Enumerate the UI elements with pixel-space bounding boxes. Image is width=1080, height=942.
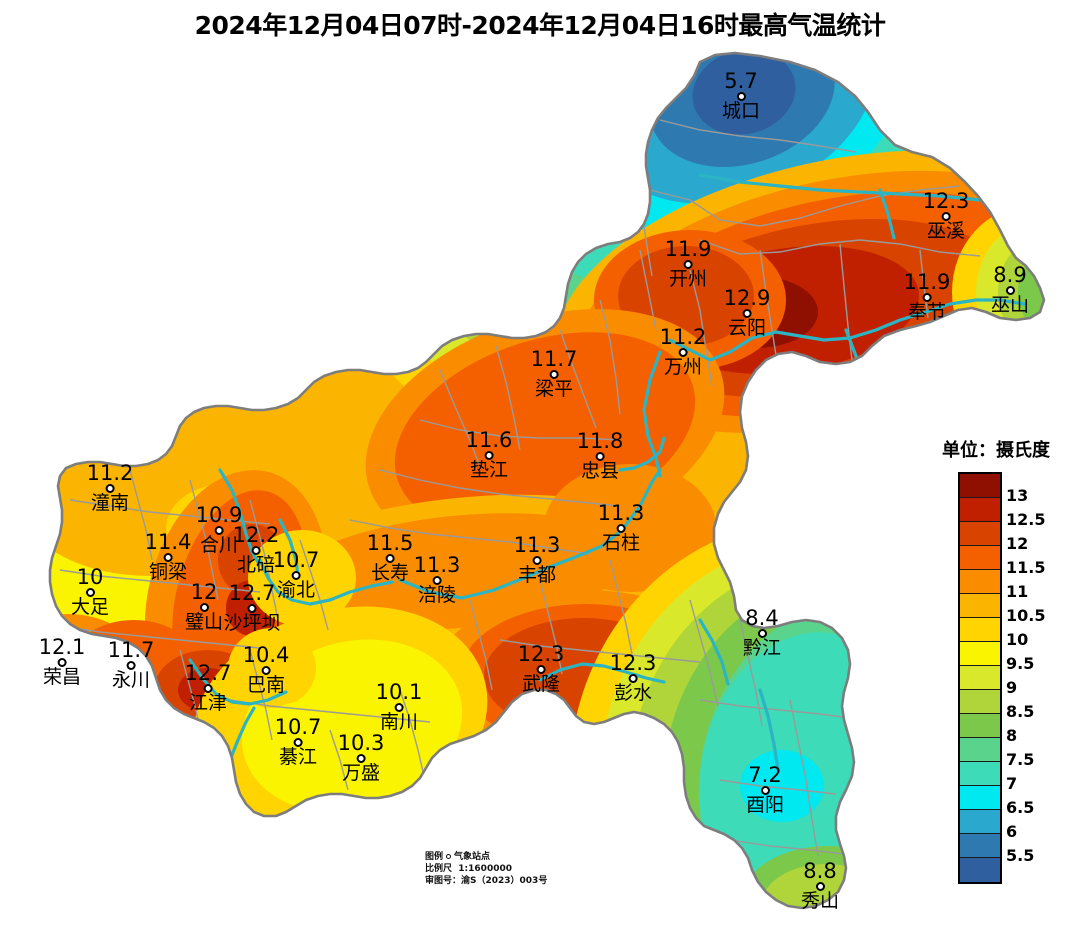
legend-tick: 9.5 bbox=[1006, 654, 1035, 673]
river-network bbox=[188, 173, 1026, 772]
station-symbol-icon bbox=[446, 854, 452, 859]
legend-swatch bbox=[960, 498, 1000, 522]
credit-line-scale: 比例尺 1:1600000 bbox=[425, 863, 547, 875]
legend-tick: 7 bbox=[1006, 774, 1018, 793]
legend-tick: 12 bbox=[1006, 534, 1029, 553]
legend-swatch bbox=[960, 834, 1000, 858]
legend-tick: 10.5 bbox=[1006, 606, 1046, 625]
legend-tick: 11 bbox=[1006, 582, 1029, 601]
legend-swatch bbox=[960, 762, 1000, 786]
legend-swatch bbox=[960, 546, 1000, 570]
legend-swatch bbox=[960, 786, 1000, 810]
credit-scale-value: 1:1600000 bbox=[458, 864, 512, 874]
legend-swatch bbox=[960, 810, 1000, 834]
legend-swatch bbox=[960, 570, 1000, 594]
legend-unit-label: 单位：摄氏度 bbox=[942, 440, 1050, 461]
legend-tick: 5.5 bbox=[1006, 846, 1035, 865]
page-title: 2024年12月04日07时-2024年12月04日16时最高气温统计 bbox=[194, 11, 886, 40]
credit-station-label: 气象站点 bbox=[454, 852, 491, 862]
legend-colorbar bbox=[958, 472, 1002, 884]
legend-tick: 13 bbox=[1006, 486, 1029, 505]
legend-tick: 8 bbox=[1006, 726, 1018, 745]
legend-tick: 8.5 bbox=[1006, 702, 1035, 721]
legend-tick: 11.5 bbox=[1006, 558, 1046, 577]
legend-tick: 6 bbox=[1006, 822, 1018, 841]
county-boundaries bbox=[59, 119, 981, 857]
legend-tick: 12.5 bbox=[1006, 510, 1046, 529]
legend-swatch bbox=[960, 618, 1000, 642]
legend-tick: 6.5 bbox=[1006, 798, 1035, 817]
legend-swatch bbox=[960, 594, 1000, 618]
legend-swatch bbox=[960, 714, 1000, 738]
credit-line-approval: 审图号：渝S（2023）003号 bbox=[425, 876, 548, 886]
credit-legend-label: 图例 bbox=[425, 852, 444, 862]
credit-line-legend: 图例 气象站点 bbox=[425, 851, 547, 863]
legend-swatch bbox=[960, 738, 1000, 762]
legend-tick: 9 bbox=[1006, 678, 1018, 697]
legend-swatch bbox=[960, 522, 1000, 546]
credit-scale-label: 比例尺 bbox=[425, 864, 453, 874]
legend-swatch bbox=[960, 858, 1000, 882]
map-credits: 图例 气象站点 比例尺 1:1600000 审图号：渝S（2023）003号 bbox=[425, 851, 547, 887]
legend-swatch bbox=[960, 666, 1000, 690]
legend-tick: 7.5 bbox=[1006, 750, 1035, 769]
chongqing-outline bbox=[48, 51, 1046, 910]
legend-swatch bbox=[960, 642, 1000, 666]
legend: 单位：摄氏度 13 12.5 12 11.5 11 10.5 10 9.5 9 8.5 8 7.5 7 6… bbox=[938, 436, 1078, 884]
legend-swatch bbox=[960, 474, 1000, 498]
legend-swatch bbox=[960, 690, 1000, 714]
legend-tick: 10 bbox=[1006, 630, 1029, 649]
